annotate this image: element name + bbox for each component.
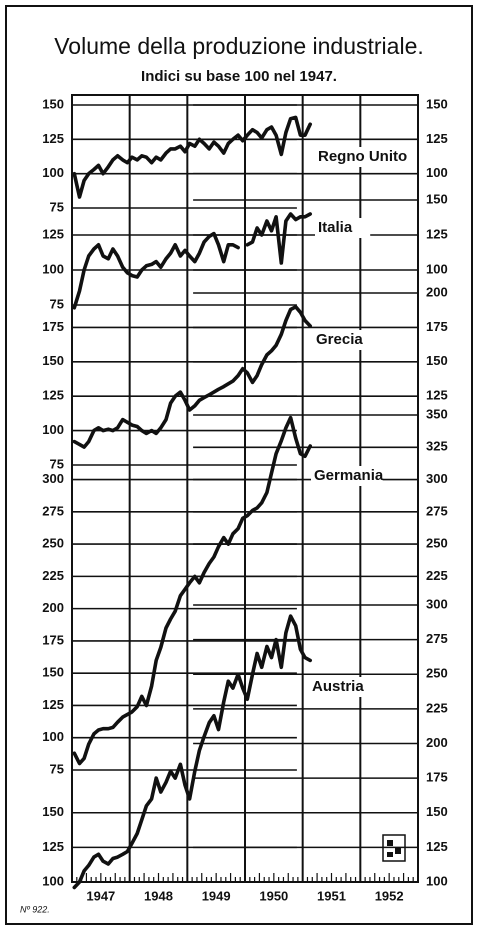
series-line <box>72 212 312 310</box>
y2-tick-label: 125 <box>426 226 448 241</box>
y-tick-label: 225 <box>42 568 64 583</box>
x-tick-label: 1949 <box>202 888 231 903</box>
series-line <box>72 614 312 890</box>
y2-tick-label: 225 <box>426 700 448 715</box>
y-tick-label: 125 <box>42 388 64 403</box>
series-label: Italia <box>318 219 353 236</box>
series-label: Germania <box>314 467 384 484</box>
y2-tick-label: 150 <box>426 804 448 819</box>
y2-tick-label: 125 <box>426 131 448 146</box>
x-tick-label: 1950 <box>259 888 288 903</box>
y-tick-label: 300 <box>42 471 64 486</box>
y2-tick-label: 250 <box>426 666 448 681</box>
series-label: Grecia <box>316 331 363 348</box>
x-tick-label: 1952 <box>375 888 404 903</box>
x-tick-label: 1947 <box>86 888 115 903</box>
y-tick-label: 175 <box>42 319 64 334</box>
label-bg <box>311 466 383 486</box>
y-tick-label: 275 <box>42 503 64 518</box>
y2-tick-label: 200 <box>426 284 448 299</box>
y-tick-label: 100 <box>42 422 64 437</box>
label-bg <box>315 218 371 238</box>
y-tick-label: 100 <box>42 165 64 180</box>
y-tick-label: 150 <box>42 96 64 111</box>
series-line <box>72 415 312 766</box>
y2-tick-label: 225 <box>426 568 448 583</box>
series-line <box>72 305 312 449</box>
y2-tick-label: 175 <box>426 319 448 334</box>
y-tick-label: 150 <box>42 804 64 819</box>
y2-tick-label: 100 <box>426 873 448 888</box>
y2-tick-label: 125 <box>426 388 448 403</box>
y2-tick-label: 300 <box>426 471 448 486</box>
y-tick-label: 175 <box>42 632 64 647</box>
y-tick-label: 75 <box>50 199 64 214</box>
series-label: Austria <box>312 678 364 695</box>
note: Nº 922. <box>20 904 50 914</box>
y-tick-label: 250 <box>42 536 64 551</box>
chart-subtitle: Indici su base 100 nel 1947. <box>141 68 337 85</box>
y-tick-label: 150 <box>42 353 64 368</box>
y2-tick-label: 150 <box>426 191 448 206</box>
y2-tick-label: 150 <box>426 353 448 368</box>
y-tick-label: 75 <box>50 456 64 471</box>
y2-tick-label: 300 <box>426 596 448 611</box>
page-frame <box>5 5 473 925</box>
y-tick-label: 75 <box>50 761 64 776</box>
x-tick-label: 1951 <box>317 888 346 903</box>
y-tick-label: 200 <box>42 600 64 615</box>
y-tick-label: 100 <box>42 873 64 888</box>
y2-tick-label: 325 <box>426 439 448 454</box>
y-tick-label: 125 <box>42 697 64 712</box>
series-label: Regno Unito <box>318 148 407 165</box>
y2-tick-label: 275 <box>426 631 448 646</box>
y2-tick-label: 100 <box>426 165 448 180</box>
chart-title: Volume della produzione industriale. <box>54 33 424 59</box>
y2-tick-label: 350 <box>426 406 448 421</box>
x-tick-label: 1948 <box>144 888 173 903</box>
y2-tick-label: 150 <box>426 96 448 111</box>
y-tick-label: 125 <box>42 131 64 146</box>
y2-tick-label: 125 <box>426 839 448 854</box>
y2-tick-label: 200 <box>426 735 448 750</box>
y-tick-label: 75 <box>50 296 64 311</box>
y-tick-label: 125 <box>42 839 64 854</box>
y2-tick-label: 275 <box>426 503 448 518</box>
y-tick-label: 100 <box>42 729 64 744</box>
y-tick-label: 125 <box>42 226 64 241</box>
y2-tick-label: 100 <box>426 261 448 276</box>
y2-tick-label: 175 <box>426 770 448 785</box>
series-line <box>72 115 312 199</box>
label-bg <box>309 677 373 697</box>
label-bg <box>315 147 412 167</box>
label-bg <box>313 330 369 350</box>
y2-tick-label: 250 <box>426 536 448 551</box>
y-tick-label: 150 <box>42 665 64 680</box>
y-tick-label: 100 <box>42 261 64 276</box>
